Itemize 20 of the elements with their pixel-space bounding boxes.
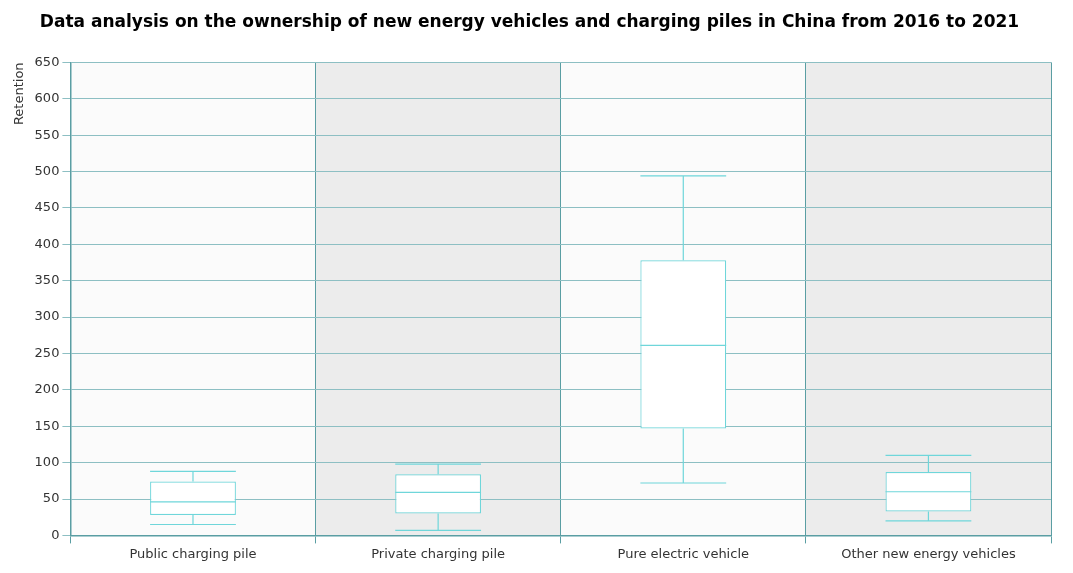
x-tick-label: Pure electric vehicle (617, 545, 749, 561)
x-tick-label: Public charging pile (129, 545, 257, 561)
y-tick-label: 550 (34, 126, 60, 142)
y-tick-label: 100 (34, 454, 60, 470)
y-tick-label: 600 (34, 90, 60, 106)
y-tick-label: 250 (34, 344, 60, 360)
x-tick-label: Other new energy vehicles (841, 545, 1016, 561)
y-tick-label: 350 (34, 272, 60, 288)
y-tick-label: 500 (34, 162, 60, 178)
y-tick-label: 0 (51, 526, 60, 542)
y-tick-label: 400 (34, 235, 60, 251)
y-tick-label: 450 (34, 199, 60, 215)
y-axis-title: Retention (11, 62, 27, 126)
y-tick-label: 650 (34, 53, 60, 69)
x-tick-label: Private charging pile (371, 545, 506, 561)
y-tick-label: 300 (34, 308, 60, 324)
y-tick-label: 200 (34, 381, 60, 397)
y-tick-label: 150 (34, 417, 60, 433)
chart-title: Data analysis on the ownership of new energy vehicles and charging piles in China from 2016 to 2021 (39, 10, 1020, 31)
y-tick-label: 50 (42, 490, 60, 506)
